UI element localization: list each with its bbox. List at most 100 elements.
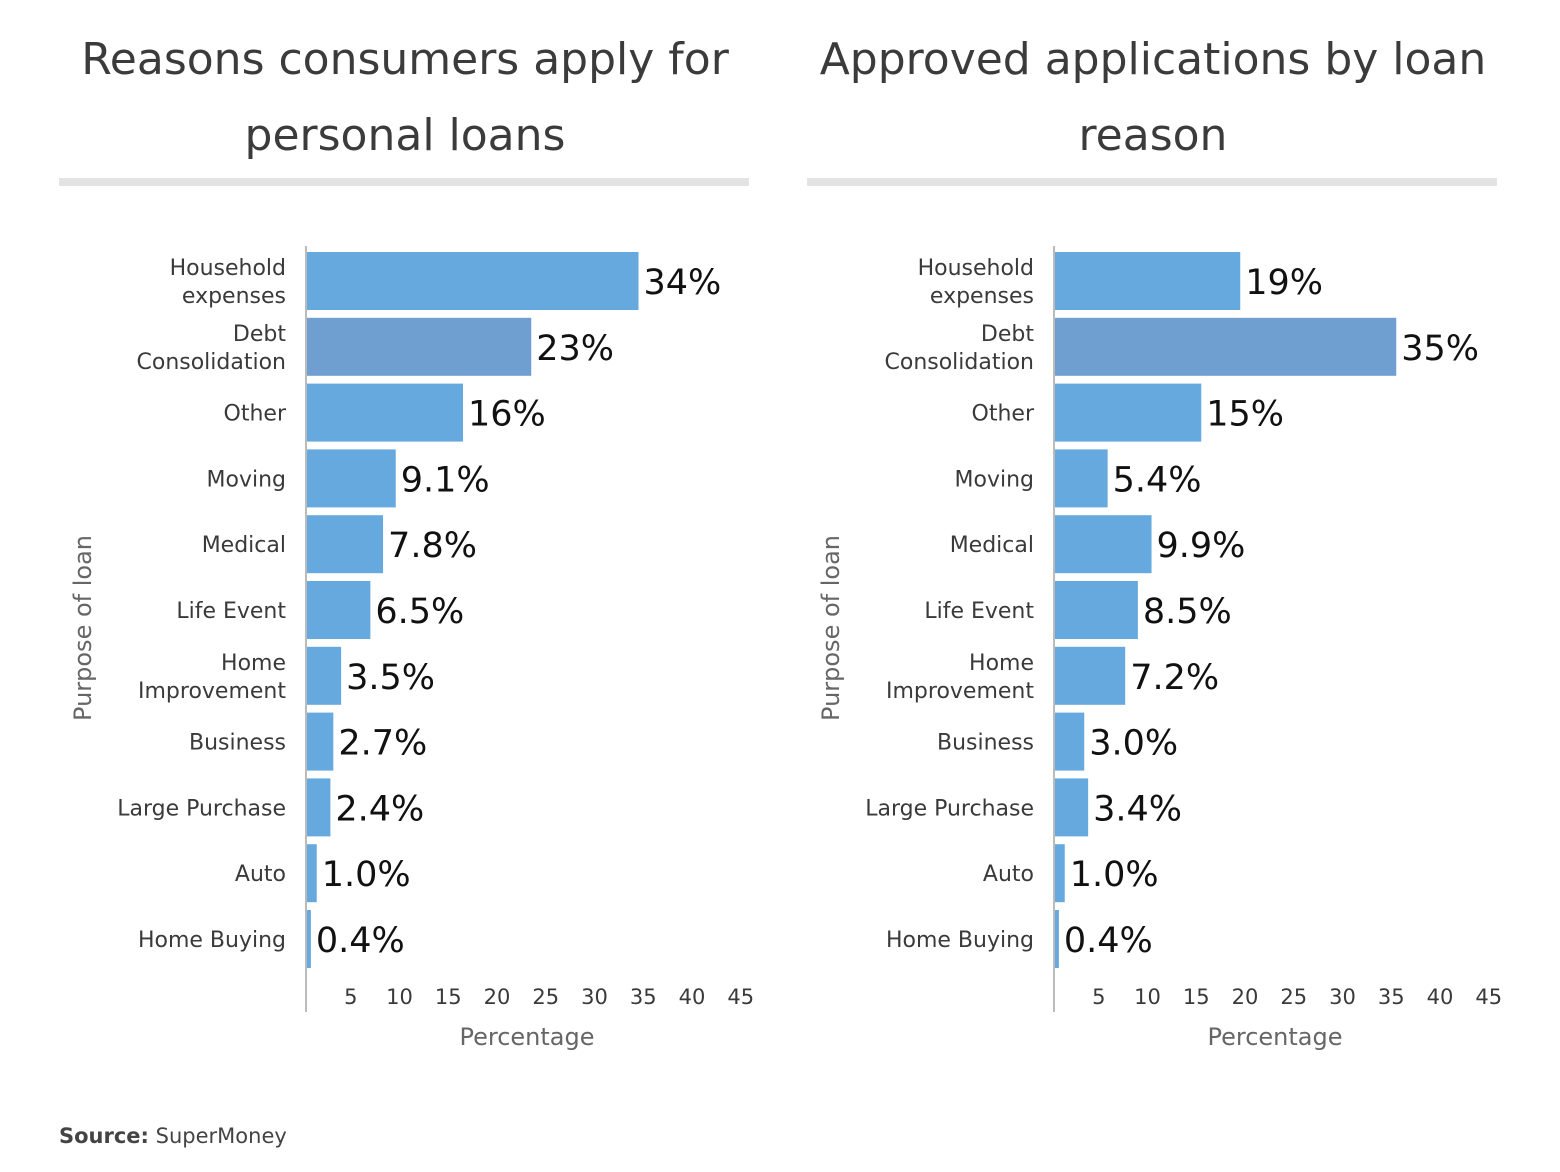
bar-6	[1055, 646, 1126, 705]
value-label-3: 9.1%	[401, 460, 490, 500]
x-tick-label-2: 15	[435, 985, 462, 1009]
category-label-line: Consolidation	[885, 350, 1035, 375]
value-label-10: 0.4%	[316, 921, 405, 961]
category-label-line: Debt	[233, 322, 286, 347]
x-tick-label-6: 35	[630, 985, 657, 1009]
value-label-7: 2.7%	[338, 724, 427, 764]
bar-5	[1055, 581, 1138, 639]
category-label-line: expenses	[182, 284, 286, 309]
x-tick-label-3: 20	[484, 985, 511, 1009]
category-label-2: Other	[224, 402, 287, 427]
value-label-1: 35%	[1401, 329, 1479, 369]
value-label-0: 19%	[1245, 263, 1323, 303]
x-tick-label-1: 10	[386, 985, 413, 1009]
category-label-7: Business	[189, 731, 286, 756]
category-label-8: Large Purchase	[117, 796, 286, 821]
category-label-9: Auto	[983, 862, 1034, 887]
category-label-6: Home Improvement	[138, 651, 286, 704]
bar-2	[1055, 383, 1202, 442]
bar-10	[307, 910, 311, 968]
category-label-5: Life Event	[924, 599, 1034, 624]
category-label-1: Debt Consolidation	[137, 322, 287, 375]
value-label-7: 3.0%	[1089, 724, 1178, 764]
bar-6	[307, 646, 342, 705]
bar-3	[1055, 449, 1108, 508]
x-tick-label-4: 25	[532, 985, 559, 1009]
category-label-2: Other	[972, 402, 1035, 427]
category-label-0: Household expenses	[918, 256, 1034, 309]
value-label-6: 7.2%	[1130, 658, 1219, 698]
category-label-10: Home Buying	[886, 928, 1034, 953]
value-label-1: 23%	[536, 329, 614, 369]
bar-1	[307, 317, 532, 376]
chart-title-line-1: Reasons consumers apply for	[81, 34, 729, 85]
chart-title-line-2: personal loans	[244, 110, 566, 161]
bar-chart-reasons: 34% Household expenses 23% Debt Consolidation…	[69, 246, 754, 1051]
value-label-8: 3.4%	[1093, 789, 1182, 829]
source-label: Source:	[59, 1124, 149, 1148]
value-label-2: 15%	[1206, 395, 1284, 435]
chart-panel-approved: Approved applications by loan reason 19%…	[803, 0, 1503, 1100]
category-label-3: Moving	[955, 467, 1034, 492]
bar-0	[307, 252, 639, 310]
value-label-6: 3.5%	[346, 658, 435, 698]
x-tick-label-2: 15	[1183, 985, 1210, 1009]
x-tick-label-5: 30	[581, 985, 608, 1009]
bar-7	[1055, 712, 1085, 771]
x-tick-label-6: 35	[1378, 985, 1405, 1009]
x-tick-label-8: 45	[727, 985, 754, 1009]
x-tick-label-5: 30	[1329, 985, 1356, 1009]
value-label-9: 1.0%	[322, 855, 411, 895]
bar-9	[1055, 844, 1065, 903]
category-label-3: Moving	[207, 467, 286, 492]
category-label-5: Life Event	[176, 599, 286, 624]
value-label-0: 34%	[644, 263, 722, 303]
x-axis-label: Percentage	[1207, 1023, 1342, 1051]
category-label-9: Auto	[235, 862, 286, 887]
bar-1	[1055, 317, 1397, 376]
bar-0	[1055, 252, 1241, 310]
title-divider	[59, 178, 749, 186]
category-label-line: expenses	[930, 284, 1034, 309]
chart-title: Approved applications by loan reason	[803, 22, 1503, 174]
category-label-8: Large Purchase	[865, 796, 1034, 821]
bar-5	[307, 581, 371, 639]
bar-2	[307, 383, 463, 442]
category-label-line: Consolidation	[137, 350, 287, 375]
category-label-line: Improvement	[138, 679, 286, 704]
bar-4	[1055, 515, 1152, 574]
category-label-line: Household	[170, 256, 286, 281]
x-axis-label: Percentage	[459, 1023, 594, 1051]
chart-panel-reasons: Reasons consumers apply for personal loa…	[55, 0, 755, 1100]
x-tick-label-7: 40	[679, 985, 706, 1009]
category-label-4: Medical	[202, 533, 286, 558]
bar-4	[307, 515, 384, 574]
bar-10	[1055, 910, 1059, 968]
category-label-4: Medical	[950, 533, 1034, 558]
x-tick-label-3: 20	[1232, 985, 1259, 1009]
x-tick-label-4: 25	[1280, 985, 1307, 1009]
value-label-10: 0.4%	[1064, 921, 1153, 961]
chart-title-line-1: Approved applications by loan	[819, 34, 1487, 85]
chart-title: Reasons consumers apply for personal loa…	[55, 22, 755, 174]
category-label-1: Debt Consolidation	[885, 322, 1035, 375]
category-label-6: Home Improvement	[886, 651, 1034, 704]
y-axis-label: Purpose of loan	[69, 535, 97, 721]
value-label-4: 7.8%	[388, 526, 477, 566]
value-label-5: 8.5%	[1143, 592, 1232, 632]
value-label-8: 2.4%	[335, 789, 424, 829]
bar-7	[307, 712, 334, 771]
x-tick-label-0: 5	[1092, 985, 1105, 1009]
category-label-line: Home	[221, 651, 286, 676]
y-axis-label: Purpose of loan	[817, 535, 845, 721]
x-tick-label-8: 45	[1475, 985, 1502, 1009]
bar-8	[307, 778, 331, 837]
chart-title-line-2: reason	[1078, 110, 1228, 161]
category-label-10: Home Buying	[138, 928, 286, 953]
category-label-line: Household	[918, 256, 1034, 281]
x-tick-label-1: 10	[1134, 985, 1161, 1009]
value-label-2: 16%	[468, 395, 546, 435]
x-tick-label-7: 40	[1427, 985, 1454, 1009]
category-label-line: Improvement	[886, 679, 1034, 704]
bar-9	[307, 844, 317, 903]
